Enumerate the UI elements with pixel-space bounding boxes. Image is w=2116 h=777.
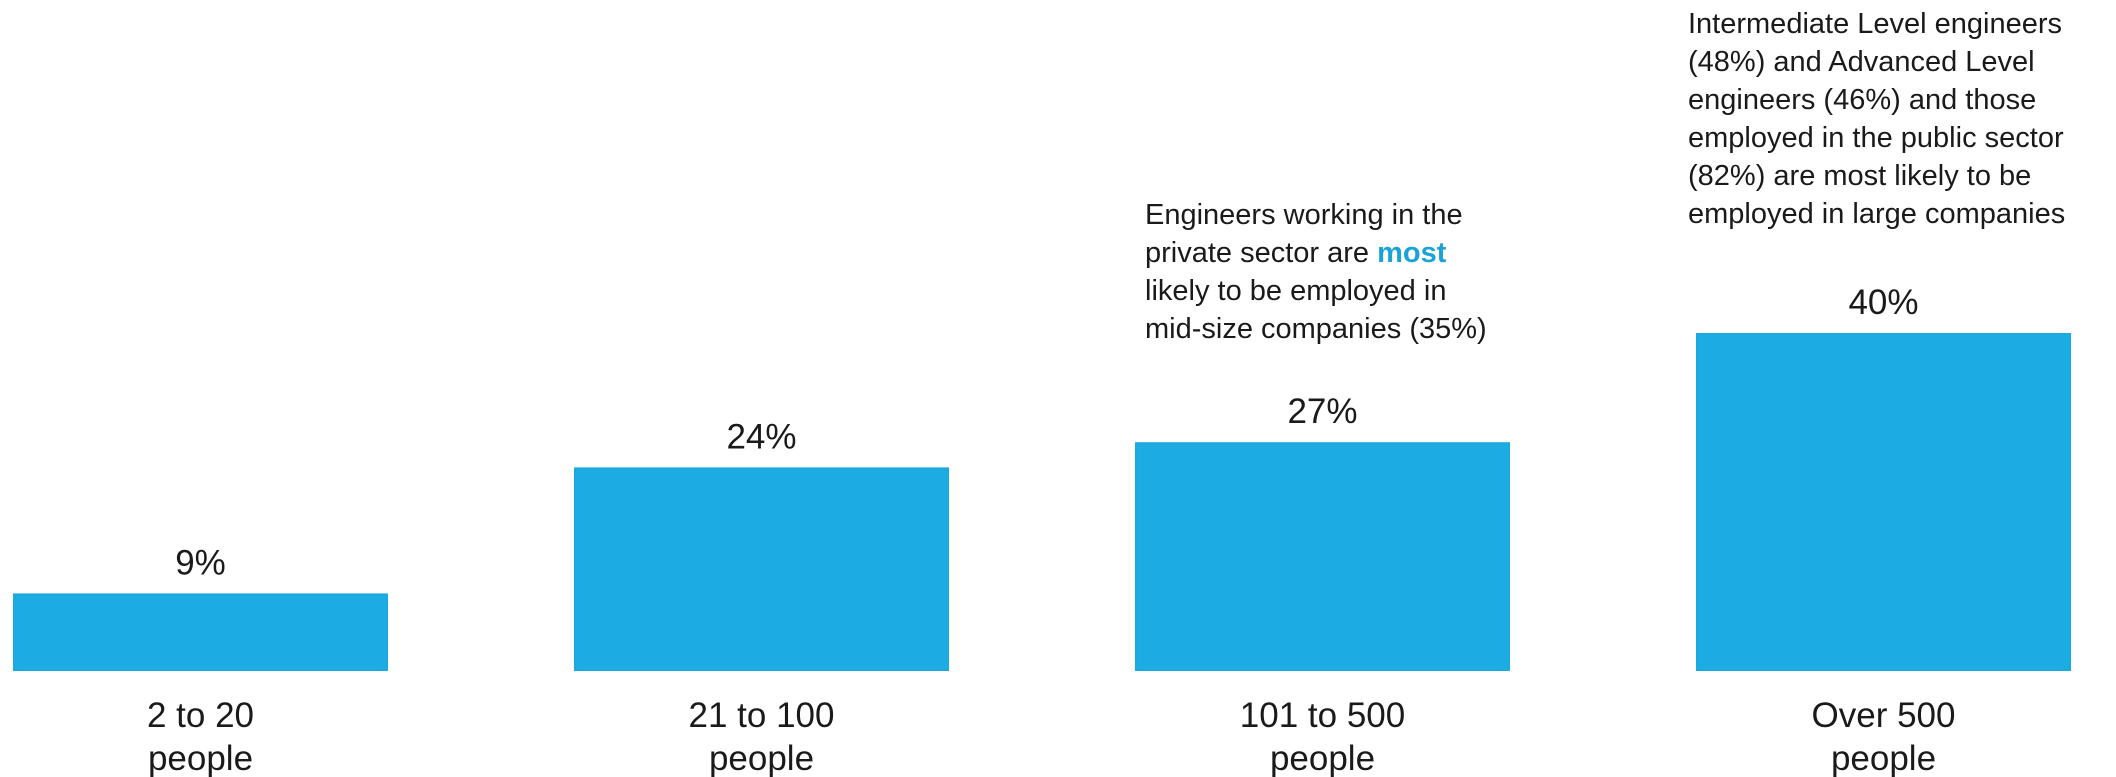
value-label-21-to-100-people: 24% xyxy=(726,417,796,456)
bar-over-500-people xyxy=(1696,333,2071,671)
annotation-large-line-1: Intermediate Level engineers xyxy=(1688,8,2063,40)
annotation-large-line-2: (48%) and Advanced Level xyxy=(1688,46,2035,78)
annotation-mid-line-2a: private sector are xyxy=(1145,237,1378,269)
bar-101-to-500-people xyxy=(1135,442,1510,672)
annotation-large-companies: Intermediate Level engineers (48%) and A… xyxy=(1688,5,2065,233)
category-label-over-500-people-line-1: Over 500 xyxy=(1812,696,1956,735)
annotation-large-line-3: engineers (46%) and those xyxy=(1688,84,2037,116)
annotation-large-line-4: employed in the public sector xyxy=(1688,122,2064,154)
value-label-101-to-500-people: 27% xyxy=(1287,392,1357,431)
annotation-mid-highlight: most xyxy=(1377,237,1447,269)
annotation-large-line-5: (82%) are most likely to be xyxy=(1688,160,2032,192)
bar-2-to-20-people xyxy=(13,593,388,672)
bar-21-to-100-people xyxy=(574,467,949,671)
category-label-21-to-100-people-line-2: people xyxy=(709,739,814,777)
category-label-2-to-20-people-line-2: people xyxy=(148,739,253,777)
category-label-over-500-people-line-2: people xyxy=(1831,739,1936,777)
value-label-2-to-20-people: 9% xyxy=(175,543,226,582)
annotation-mid-size-companies: Engineers working in the private sector … xyxy=(1145,196,1487,348)
value-label-over-500-people: 40% xyxy=(1848,283,1918,322)
annotation-large-line-6: employed in large companies xyxy=(1688,198,2066,230)
category-label-2-to-20-people-line-1: 2 to 20 xyxy=(147,696,254,735)
annotation-mid-line-4: mid-size companies (35%) xyxy=(1145,313,1487,345)
annotation-mid-line-1: Engineers working in the xyxy=(1145,199,1463,231)
category-label-101-to-500-people-line-2: people xyxy=(1270,739,1375,777)
category-labels: 2 to 20 people 21 to 100 people 101 to 500 pe… xyxy=(147,696,1956,777)
annotation-mid-line-3: likely to be employed in xyxy=(1145,275,1447,307)
value-labels: 9% 24% 27% 40% xyxy=(175,283,1918,582)
category-label-101-to-500-people-line-1: 101 to 500 xyxy=(1240,696,1405,735)
category-label-21-to-100-people-line-1: 21 to 100 xyxy=(689,696,835,735)
bars xyxy=(13,333,2071,672)
